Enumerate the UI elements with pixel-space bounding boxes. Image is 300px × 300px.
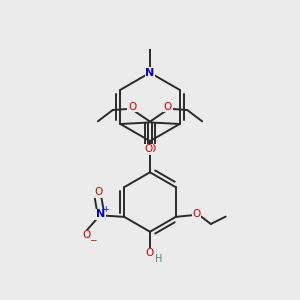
Text: H: H [154,254,162,264]
Text: −: − [89,235,96,244]
Text: O: O [82,230,91,240]
Text: O: O [164,102,172,112]
Text: N: N [146,68,154,78]
Text: O: O [192,209,201,219]
Text: O: O [145,144,153,154]
Text: O: O [146,248,154,258]
Text: N: N [96,209,105,220]
Text: O: O [128,102,136,112]
Text: +: + [102,205,108,214]
Text: O: O [94,187,102,197]
Text: O: O [147,144,155,154]
